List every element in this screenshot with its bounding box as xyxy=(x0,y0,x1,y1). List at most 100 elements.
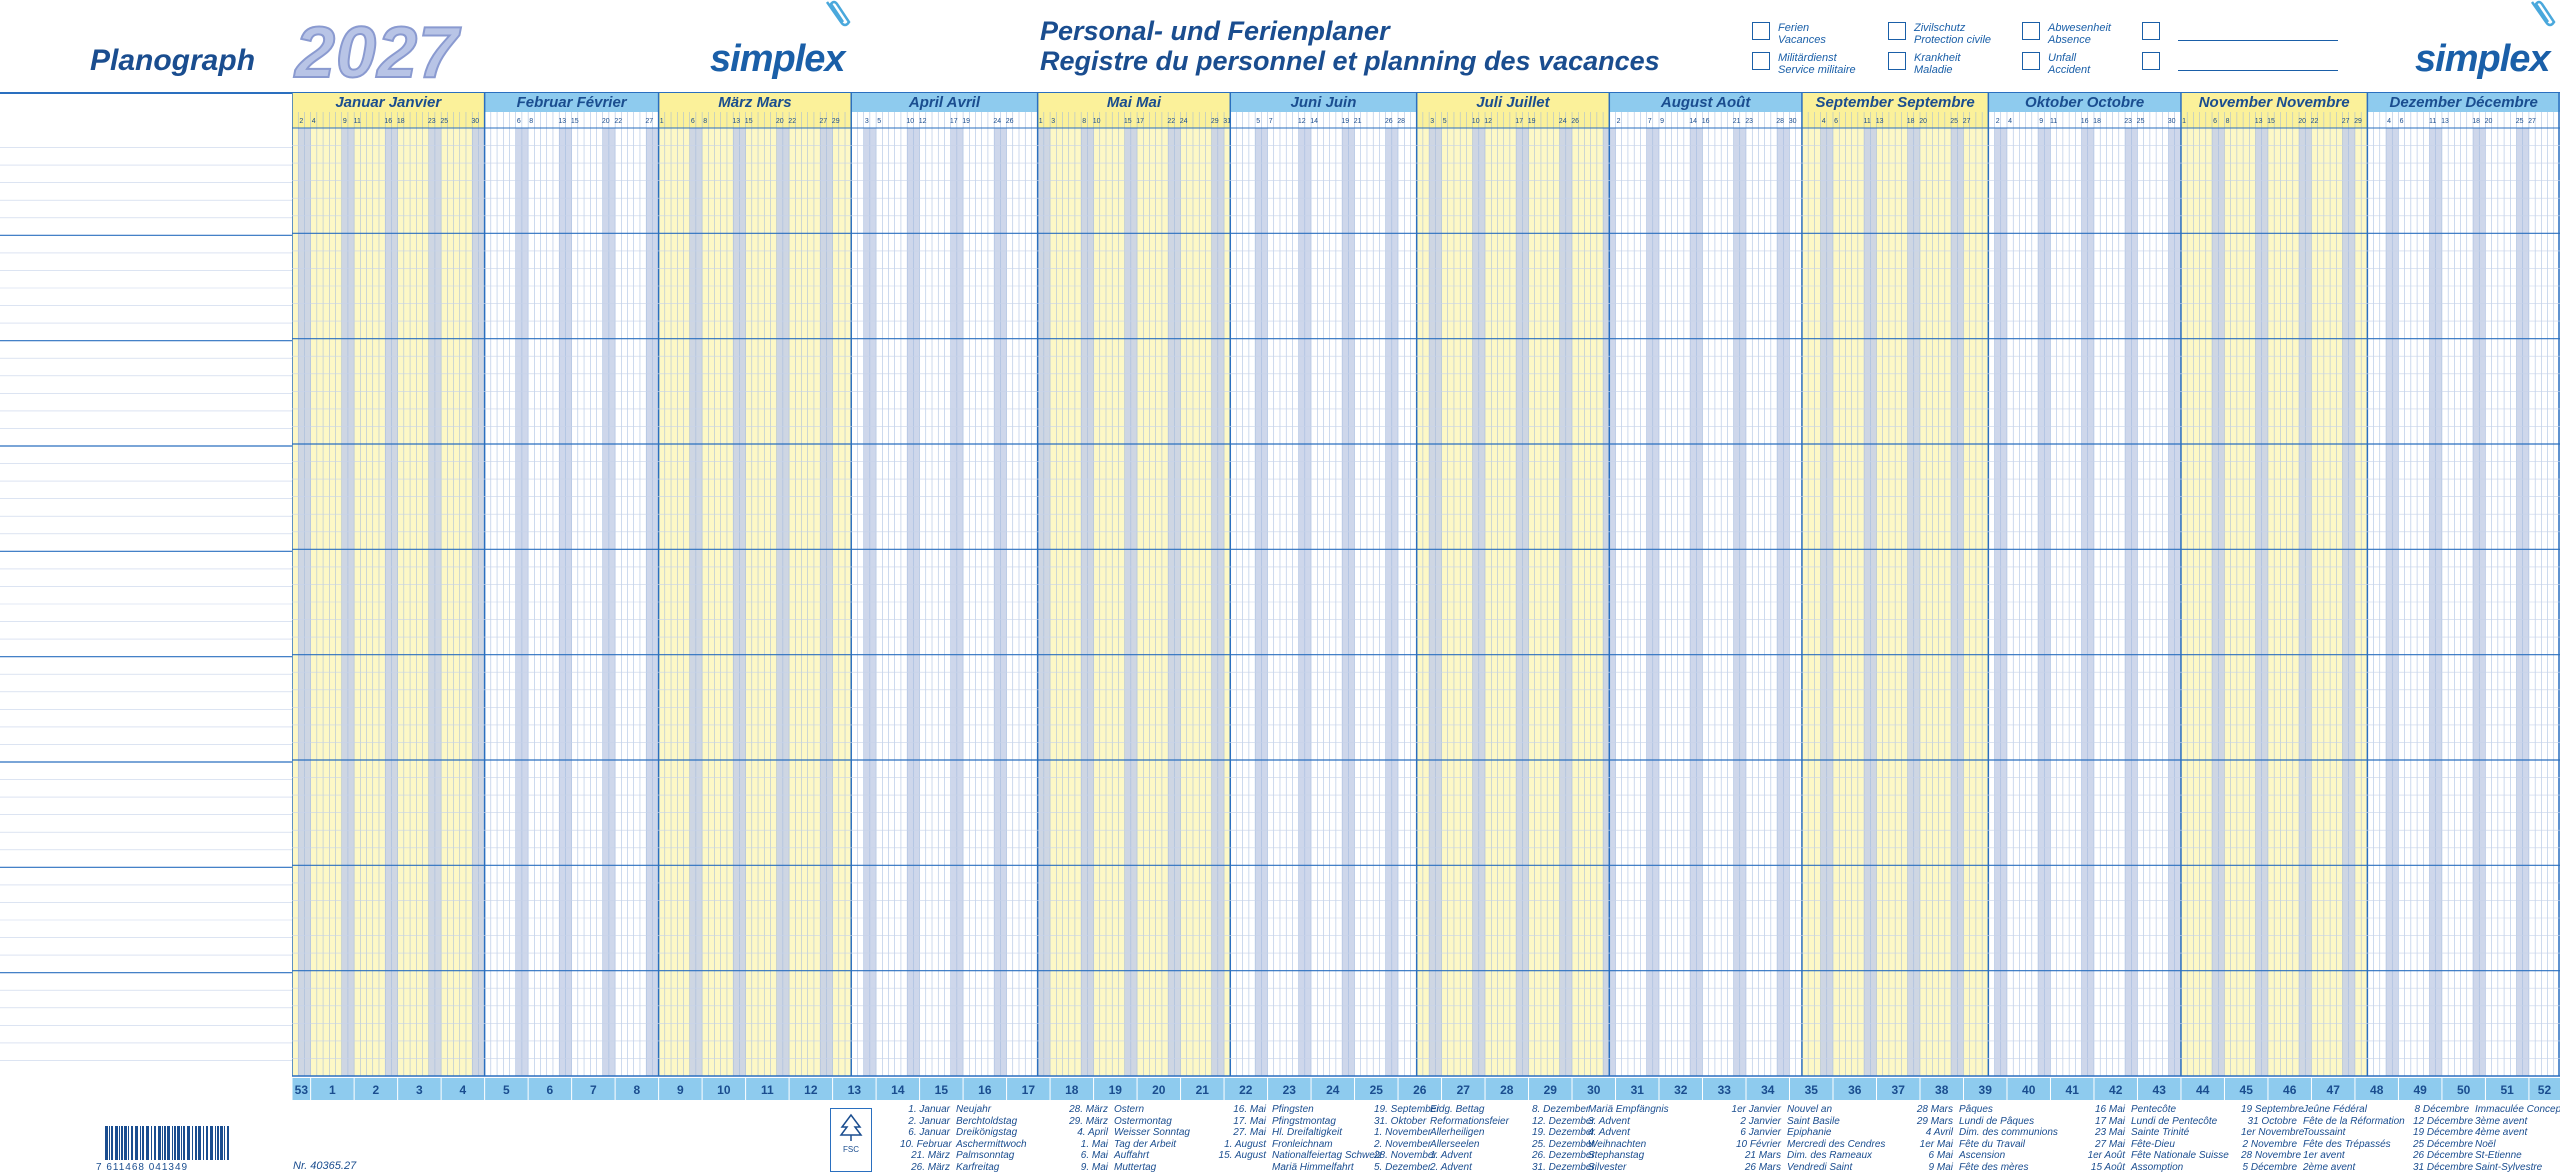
week-number: 28 xyxy=(1500,1083,1514,1097)
barcode-bar xyxy=(124,1126,127,1160)
week-number: 29 xyxy=(1544,1083,1558,1097)
checkbox[interactable] xyxy=(1752,22,1770,40)
day-number: 17 xyxy=(1515,118,1523,125)
brand-title: Planograph xyxy=(90,44,256,77)
week-number: 40 xyxy=(2022,1083,2036,1097)
holiday-entry: 26. DezemberStephanstag xyxy=(1532,1150,1645,1161)
day-number: 20 xyxy=(602,118,610,125)
checkbox[interactable] xyxy=(1888,22,1906,40)
day-number: 29 xyxy=(2354,118,2362,125)
holiday-entry: 26 Mars Vendredi Saint xyxy=(1744,1161,1853,1173)
day-number: 15 xyxy=(571,118,579,125)
holiday-fr-column: 1er Janvier Nouvel an 2 Janvier Saint Basil… xyxy=(1725,1104,1886,1173)
day-number: 3 xyxy=(1430,118,1434,125)
barcode-bar xyxy=(192,1126,193,1160)
checkbox[interactable] xyxy=(1752,52,1770,70)
holiday-entry: 2 Novembre Fête des Trépassés xyxy=(2242,1138,2391,1150)
checkbox[interactable] xyxy=(2142,22,2160,40)
checkbox[interactable] xyxy=(2022,22,2040,40)
day-number: 19 xyxy=(1341,118,1349,125)
day-number: 7 xyxy=(1648,118,1652,125)
holiday-entry: 4. April Weisser Sonntag xyxy=(1077,1127,1190,1138)
week-number: 10 xyxy=(717,1083,731,1097)
legend-krankheit[interactable]: Krankheit Maladie xyxy=(1888,52,1960,76)
legend-ferien[interactable]: Ferien Vacances xyxy=(1752,22,1826,46)
holiday-entry: 2 Janvier Saint Basile xyxy=(1740,1115,1840,1127)
holiday-entry: 1. August Fronleichnam xyxy=(1224,1138,1333,1150)
simplex-logo: simplex xyxy=(2415,0,2556,81)
day-number: 20 xyxy=(776,118,784,125)
barcode-bar xyxy=(183,1126,185,1160)
checkbox[interactable] xyxy=(1888,52,1906,70)
barcode-bar xyxy=(206,1126,208,1160)
week-strip xyxy=(292,1078,2560,1100)
week-number: 12 xyxy=(804,1083,818,1097)
day-number-strip xyxy=(1609,112,1802,128)
day-number: 1 xyxy=(660,118,664,125)
week-number: 35 xyxy=(1805,1083,1819,1097)
month-header xyxy=(658,92,852,112)
write-line[interactable] xyxy=(2178,22,2338,41)
day-number: 18 xyxy=(1907,118,1915,125)
day-number: 11 xyxy=(1864,118,1871,125)
week-number: 1 xyxy=(329,1083,336,1097)
day-number: 18 xyxy=(2093,118,2101,125)
checkbox[interactable] xyxy=(2142,52,2160,70)
day-number: 3 xyxy=(1051,118,1055,125)
holiday-entry: 21 Mars Dim. des Rameaux xyxy=(1744,1150,1873,1161)
barcode-bar xyxy=(135,1126,138,1160)
week-number: 11 xyxy=(761,1083,774,1097)
legend-militaerdienst[interactable]: Militärdienst Service militaire xyxy=(1752,52,1856,76)
day-number-strip xyxy=(658,112,852,128)
holiday-entry: 28 Mars Pâques xyxy=(1916,1104,1993,1115)
month-header xyxy=(1230,92,1417,112)
legend-abwesenheit[interactable]: Abwesenheit Absence xyxy=(2022,22,2111,46)
day-number: 16 xyxy=(2081,118,2089,125)
legend-unfall[interactable]: Unfall Accident xyxy=(2022,52,2090,76)
barcode-bar xyxy=(195,1126,197,1160)
day-number: 19 xyxy=(962,118,970,125)
checkbox[interactable] xyxy=(2022,52,2040,70)
week-number: 25 xyxy=(1370,1083,1384,1097)
day-number: 27 xyxy=(2528,118,2536,125)
week-number: 26 xyxy=(1413,1083,1427,1097)
holiday-de-column: 1. Januar Neujahr 2. Januar Berchtoldstag 6.… xyxy=(900,1104,1027,1173)
legend-custom-1[interactable] xyxy=(2142,22,2338,41)
holiday-entry: 29. März Ostermontag xyxy=(1069,1115,1172,1127)
legend-custom-2[interactable] xyxy=(2142,52,2338,71)
holiday-entry: 6 Mai Ascension xyxy=(1928,1150,2006,1161)
barcode-bar xyxy=(111,1126,113,1160)
week-number: 32 xyxy=(1674,1083,1688,1097)
day-number: 26 xyxy=(1006,118,1014,125)
holiday-entry: 19 SeptembreJeûne Fédéral xyxy=(2241,1104,2367,1115)
week-number: 23 xyxy=(1283,1083,1297,1097)
day-number: 9 xyxy=(343,118,347,125)
week-number: 20 xyxy=(1152,1083,1166,1097)
month-label: Februar Février xyxy=(517,94,628,111)
holiday-entry: 8. DezemberMariä Empfängnis xyxy=(1532,1104,1669,1115)
name-column[interactable] xyxy=(0,92,292,1078)
holiday-entry: 17. Mai Pfingstmontag xyxy=(1233,1115,1336,1127)
month-label: November Novembre xyxy=(2199,94,2350,111)
holiday-entry: 29 Mars Lundi de Pâques xyxy=(1916,1115,2035,1127)
article-number: Nr. 40365.27 xyxy=(293,1160,357,1172)
barcode-bar xyxy=(198,1126,201,1160)
barcode-bar xyxy=(140,1126,141,1160)
week-number: 2 xyxy=(373,1083,380,1097)
week-number: 36 xyxy=(1848,1083,1862,1097)
month-label: Oktober Octobre xyxy=(2025,94,2144,111)
week-number: 8 xyxy=(634,1083,641,1097)
day-number: 12 xyxy=(1484,118,1492,125)
day-number: 17 xyxy=(1136,118,1144,125)
week-number: 52 xyxy=(2538,1083,2552,1097)
day-number: 4 xyxy=(2387,118,2391,125)
month-label: Juni Juin xyxy=(1291,94,1357,111)
month-header xyxy=(1988,92,2181,112)
write-line[interactable] xyxy=(2178,52,2338,71)
legend-zivilschutz[interactable]: Zivilschutz Protection civile xyxy=(1888,22,1991,46)
day-number: 28 xyxy=(1397,118,1405,125)
barcode-bar xyxy=(151,1126,152,1160)
barcode-bar xyxy=(187,1126,190,1160)
